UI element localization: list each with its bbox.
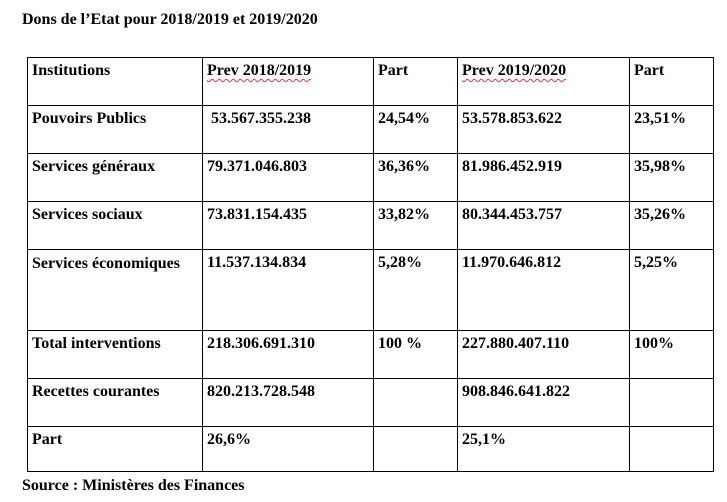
header-institutions: Institutions — [27, 57, 203, 106]
cell-institution: Recettes courantes — [27, 378, 203, 427]
table-row-part: Part 26,6% 25,1% — [27, 426, 714, 472]
table-row-services-economiques: Services économiques 11.537.134.834 5,28… — [27, 249, 714, 331]
cell-part-2019-2020: 23,51% — [629, 105, 714, 154]
cell-part-2018-2019: 100 % — [373, 330, 458, 379]
cell-prev-2018-2019: 79.371.046.803 — [202, 153, 374, 202]
cell-prev-2018-2019: 73.831.154.435 — [202, 201, 374, 250]
document-title: Dons de l’Etat pour 2018/2019 et 2019/20… — [22, 11, 318, 28]
cell-part-2019-2020: 35,26% — [629, 201, 714, 250]
cell-institution: Services économiques — [27, 249, 203, 331]
cell-part-2019-2020 — [629, 378, 714, 427]
cell-prev-2018-2019: 53.567.355.238 — [202, 105, 374, 154]
cell-part-2018-2019 — [373, 378, 458, 427]
header-prev-2019-2020: Prev 2019/2020 — [457, 57, 630, 106]
table-row-total-interventions: Total interventions 218.306.691.310 100 … — [27, 330, 714, 379]
cell-prev-2019-2020: 227.880.407.110 — [457, 330, 630, 379]
cell-part-2019-2020: 100% — [629, 330, 714, 379]
cell-institution: Services sociaux — [27, 201, 203, 250]
cell-institution: Pouvoirs Publics — [27, 105, 203, 154]
grants-table: Institutions Prev 2018/2019 Part Prev 20… — [27, 57, 714, 472]
table-row-pouvoirs-publics: Pouvoirs Publics 53.567.355.238 24,54% 5… — [27, 105, 714, 154]
cell-prev-2019-2020: 80.344.453.757 — [457, 201, 630, 250]
cell-prev-2019-2020: 81.986.452.919 — [457, 153, 630, 202]
cell-prev-2019-2020: 25,1% — [457, 426, 630, 472]
cell-prev-2019-2020: 908.846.641.822 — [457, 378, 630, 427]
header-prev-2018-2019: Prev 2018/2019 — [202, 57, 374, 106]
table-header-row: Institutions Prev 2018/2019 Part Prev 20… — [27, 57, 714, 106]
cell-prev-2018-2019: 820.213.728.548 — [202, 378, 374, 427]
cell-part-2018-2019: 33,82% — [373, 201, 458, 250]
cell-part-2019-2020: 5,25% — [629, 249, 714, 331]
cell-part-2018-2019: 5,28% — [373, 249, 458, 331]
cell-prev-2019-2020: 11.970.646.812 — [457, 249, 630, 331]
cell-part-2018-2019: 24,54% — [373, 105, 458, 154]
cell-institution: Part — [27, 426, 203, 472]
header-part-2018-2019: Part — [373, 57, 458, 106]
cell-part-2019-2020 — [629, 426, 714, 472]
cell-institution: Total interventions — [27, 330, 203, 379]
cell-prev-2018-2019: 11.537.134.834 — [202, 249, 374, 331]
cell-part-2019-2020: 35,98% — [629, 153, 714, 202]
cell-institution: Services généraux — [27, 153, 203, 202]
table-row-services-generaux: Services généraux 79.371.046.803 36,36% … — [27, 153, 714, 202]
cell-part-2018-2019: 36,36% — [373, 153, 458, 202]
source-note: Source : Ministères des Finances — [22, 477, 245, 494]
cell-prev-2018-2019: 26,6% — [202, 426, 374, 472]
table-row-recettes-courantes: Recettes courantes 820.213.728.548 908.8… — [27, 378, 714, 427]
table-row-services-sociaux: Services sociaux 73.831.154.435 33,82% 8… — [27, 201, 714, 250]
header-part-2019-2020: Part — [629, 57, 714, 106]
cell-prev-2019-2020: 53.578.853.622 — [457, 105, 630, 154]
cell-prev-2018-2019: 218.306.691.310 — [202, 330, 374, 379]
cell-part-2018-2019 — [373, 426, 458, 472]
